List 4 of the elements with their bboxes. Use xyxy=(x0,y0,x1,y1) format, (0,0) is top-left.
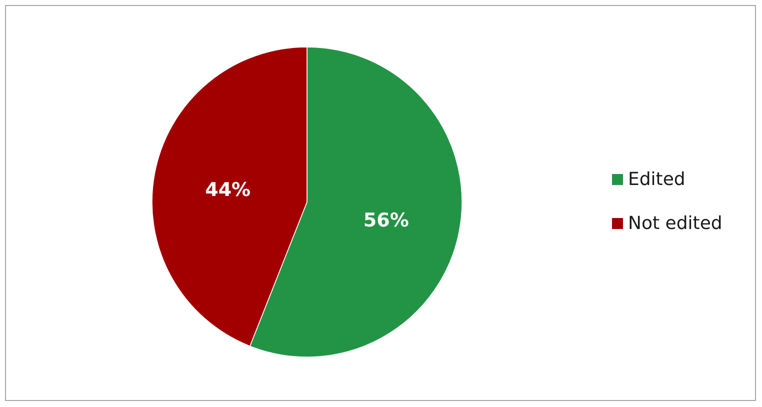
legend-label: Not edited xyxy=(628,212,722,234)
data-label: 56% xyxy=(363,209,409,232)
legend-label: Edited xyxy=(628,168,686,190)
data-label: 44% xyxy=(205,179,251,202)
